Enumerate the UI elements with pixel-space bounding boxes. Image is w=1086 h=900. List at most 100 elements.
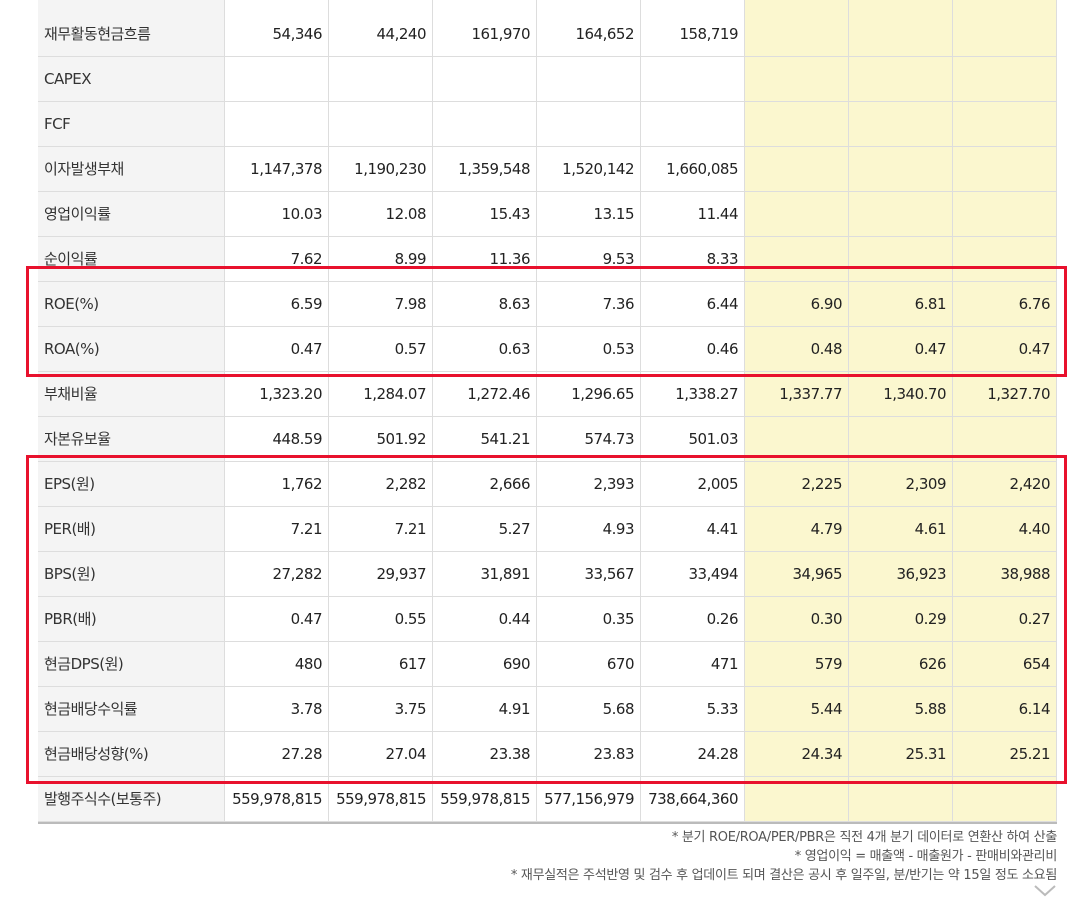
cell: 4.79 [745,507,849,552]
cell: 23.83 [537,732,641,777]
cell: 25.21 [953,732,1057,777]
cell: 1,660,085 [641,147,745,192]
cell: 559,978,815 [225,777,329,822]
cell: 12.08 [329,192,433,237]
cell: 44,240 [329,12,433,57]
table-bottom-border [38,822,1057,824]
cell [849,417,953,462]
cell: 501.92 [329,417,433,462]
cell: 5.68 [537,687,641,732]
cell: 0.29 [849,597,953,642]
chevron [1034,885,1056,897]
cell: 4.91 [433,687,537,732]
cell: 7.21 [225,507,329,552]
cell [745,12,849,57]
cell: 6.90 [745,282,849,327]
cell [745,237,849,282]
cell: 11.36 [433,237,537,282]
cell: 6.81 [849,282,953,327]
row-label: 재무활동현금흐름 [38,12,225,57]
row-label: 현금DPS(원) [38,642,225,687]
cell: 5.33 [641,687,745,732]
cell: 5.44 [745,687,849,732]
cell: 6.76 [953,282,1057,327]
cell [849,777,953,822]
cell [849,192,953,237]
cell [953,102,1057,147]
cell [953,192,1057,237]
cell: 0.27 [953,597,1057,642]
cell: 11.44 [641,192,745,237]
cell [953,57,1057,102]
cell: 54,346 [225,12,329,57]
cell: 8.33 [641,237,745,282]
cell: 1,337.77 [745,372,849,417]
cell [537,102,641,147]
cell: 24.34 [745,732,849,777]
cell: 6.44 [641,282,745,327]
row-label: ROA(%) [38,327,225,372]
cell: 0.47 [225,327,329,372]
row-label: FCF [38,102,225,147]
cell: 1,296.65 [537,372,641,417]
cell: 2,420 [953,462,1057,507]
highlight-box [26,455,1067,784]
cell: 1,272.46 [433,372,537,417]
cell: 13.15 [537,192,641,237]
cell-filler [329,0,433,12]
cell: 10.03 [225,192,329,237]
cell: 5.88 [849,687,953,732]
cell: 0.53 [537,327,641,372]
cell: 690 [433,642,537,687]
cell: 0.47 [953,327,1057,372]
cell: 0.35 [537,597,641,642]
row-label: CAPEX [38,57,225,102]
cell: 0.63 [433,327,537,372]
cell: 36,923 [849,552,953,597]
row-label: PBR(배) [38,597,225,642]
cell: 0.30 [745,597,849,642]
cell: 33,494 [641,552,745,597]
cell: 577,156,979 [537,777,641,822]
cell [953,12,1057,57]
cell: 6.59 [225,282,329,327]
cell-filler [641,0,745,12]
cell [745,147,849,192]
cell: 8.99 [329,237,433,282]
cell [849,12,953,57]
cell: 0.46 [641,327,745,372]
cell [329,102,433,147]
cell: 480 [225,642,329,687]
cell: 3.75 [329,687,433,732]
cell [225,57,329,102]
cell-filler [225,0,329,12]
cell [641,57,745,102]
cell: 0.26 [641,597,745,642]
cell: 1,147,378 [225,147,329,192]
row-label: EPS(원) [38,462,225,507]
cell [953,147,1057,192]
cell [849,102,953,147]
cell: 23.38 [433,732,537,777]
cell-filler [433,0,537,12]
row-label: 이자발생부채 [38,147,225,192]
cell: 7.21 [329,507,433,552]
cell: 541.21 [433,417,537,462]
cell: 471 [641,642,745,687]
cell: 448.59 [225,417,329,462]
row-label: PER(배) [38,507,225,552]
cell: 24.28 [641,732,745,777]
cell: 2,666 [433,462,537,507]
cell: 7.98 [329,282,433,327]
cell: 0.44 [433,597,537,642]
cell: 1,327.70 [953,372,1057,417]
cell: 1,762 [225,462,329,507]
cell: 654 [953,642,1057,687]
cell: 31,891 [433,552,537,597]
row-label: BPS(원) [38,552,225,597]
cell: 0.48 [745,327,849,372]
cell: 1,323.20 [225,372,329,417]
cell: 29,937 [329,552,433,597]
cell: 4.61 [849,507,953,552]
